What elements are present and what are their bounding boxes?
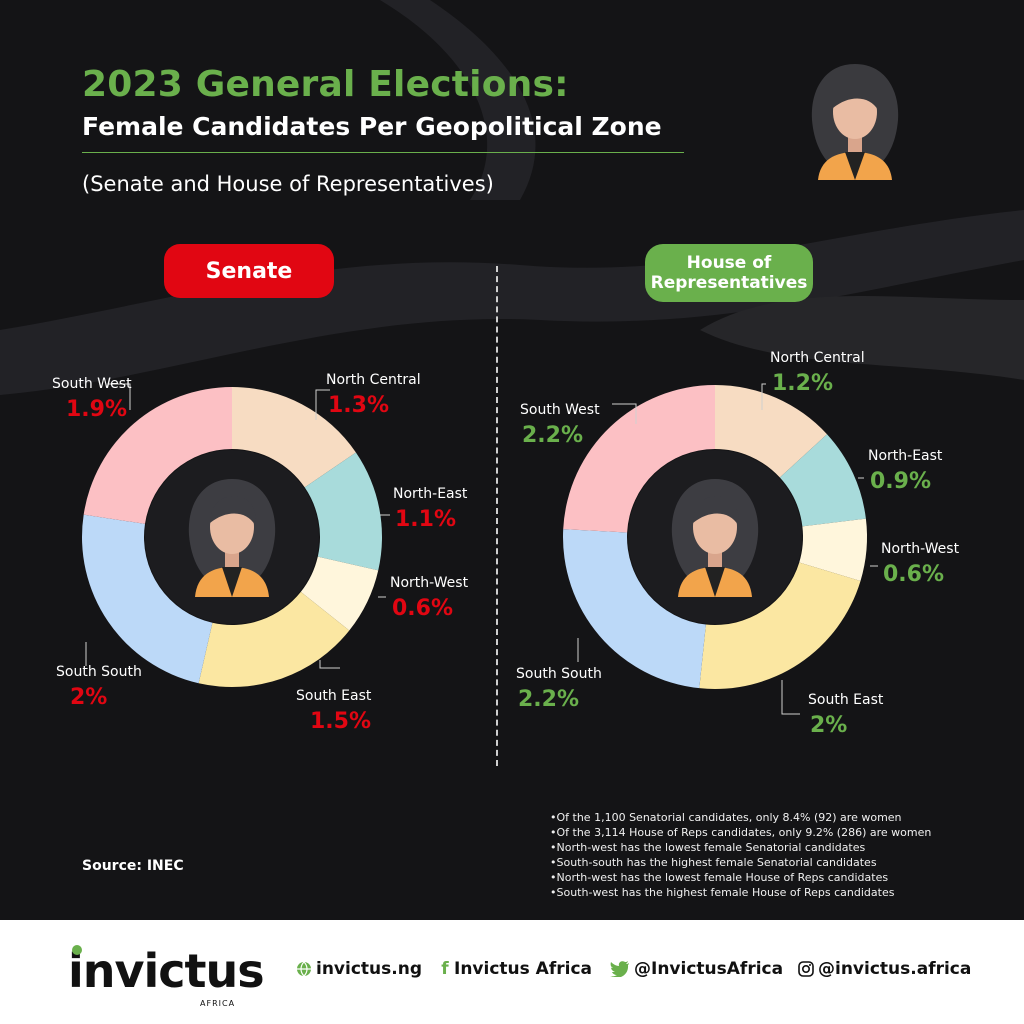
category-label-south-west: South West [52, 376, 132, 392]
value-label-north-central: 1.2% [772, 371, 833, 396]
category-label-south-west: South West [520, 402, 600, 418]
notes-list: Of the 1,100 Senatorial candidates, only… [550, 810, 932, 900]
note-item: South-west has the highest female House … [550, 885, 931, 900]
segment-south-west [83, 387, 232, 524]
category-label-south-south: South South [516, 666, 602, 682]
segment-south-south [81, 514, 213, 684]
category-label-south-east: South East [808, 692, 884, 708]
value-label-south-south: 2.2% [518, 687, 579, 712]
source-label: Source: INEC [82, 858, 184, 874]
website-text: invictus.ng [316, 959, 422, 979]
segment-north-east [304, 452, 382, 571]
value-label-south-west: 2.2% [522, 423, 583, 448]
instagram-text: @invictus.africa [818, 959, 972, 979]
invictus-logo[interactable]: invictus [68, 944, 265, 998]
leader-line-north-central [315, 389, 330, 420]
facebook-icon: f [441, 959, 449, 979]
website-link[interactable]: invictus.ng [296, 959, 422, 979]
leader-line-south-west [612, 403, 637, 424]
chart-note: (Senate and House of Representatives) [82, 172, 494, 196]
category-label-north-east: North-East [393, 486, 468, 502]
note-item: South-south has the highest female Senat… [550, 855, 931, 870]
category-label-north-west: North-West [390, 575, 469, 591]
leader-line-south-west [108, 383, 131, 410]
leader-line-south-east [319, 660, 340, 669]
logo-text: invictus [68, 944, 265, 998]
category-label-north-east: North-East [868, 448, 943, 464]
segment-south-south [562, 529, 706, 689]
value-label-north-east: 1.1% [395, 507, 456, 532]
value-label-north-central: 1.3% [328, 393, 389, 418]
category-label-south-south: South South [56, 664, 142, 680]
segment-north-west [300, 556, 379, 631]
facebook-text: Invictus Africa [454, 959, 592, 979]
twitter-text: @InvictusAfrica [634, 959, 784, 979]
title: 2023 General Elections: [82, 64, 569, 105]
infographic-canvas: 2023 General Elections: Female Candidate… [0, 0, 1024, 920]
leader-line-south-east [781, 680, 800, 715]
woman-avatar-icon [671, 479, 759, 597]
twitter-icon [610, 961, 630, 977]
value-label-south-east: 2% [810, 713, 847, 738]
segment-north-central [715, 385, 828, 478]
facebook-link[interactable]: f Invictus Africa [440, 959, 592, 979]
value-label-south-west: 1.9% [66, 397, 127, 422]
value-label-north-west: 0.6% [392, 596, 453, 621]
segment-south-east [699, 562, 861, 689]
category-label-north-central: North Central [770, 350, 865, 366]
note-item: Of the 1,100 Senatorial candidates, only… [550, 810, 931, 825]
value-label-south-south: 2% [70, 685, 107, 710]
value-label-south-east: 1.5% [310, 709, 371, 734]
instagram-icon [798, 961, 814, 977]
value-label-north-west: 0.6% [883, 562, 944, 587]
segment-north-east [779, 434, 866, 527]
chart-divider [496, 266, 498, 766]
logo-dot [72, 945, 82, 955]
note-item: Of the 3,114 House of Reps candidates, o… [550, 825, 932, 840]
segment-north-central [232, 387, 356, 488]
logo-subtitle: AFRICA [200, 999, 236, 1008]
footer: invictus AFRICA invictus.ng f Invictus A… [0, 920, 1024, 1024]
segment-south-west [563, 385, 715, 533]
woman-avatar-icon [811, 64, 899, 180]
instagram-link[interactable]: @invictus.africa [798, 959, 971, 979]
senate-donut-chart: North Central 1.3% North-East 1.1% North-Wes… [52, 372, 469, 734]
title-divider [82, 152, 684, 153]
globe-icon [296, 961, 312, 977]
woman-avatar-icon [188, 479, 276, 597]
house-label: House of Representatives [645, 244, 813, 302]
segment-north-west [799, 518, 868, 581]
category-label-north-central: North Central [326, 372, 421, 388]
twitter-link[interactable]: @InvictusAfrica [610, 959, 783, 979]
category-label-north-west: North-West [881, 541, 960, 557]
note-item: North-west has the lowest female Senator… [550, 840, 931, 855]
segment-south-east [198, 591, 350, 688]
category-label-south-east: South East [296, 688, 372, 704]
house-donut-chart: North Central 1.2% North-East 0.9% North-Wes… [516, 350, 960, 738]
senate-label: Senate [164, 244, 334, 298]
note-item: North-west has the lowest female House o… [550, 870, 931, 885]
value-label-north-east: 0.9% [870, 469, 931, 494]
leader-line-north-central [761, 383, 766, 410]
subtitle: Female Candidates Per Geopolitical Zone [82, 112, 662, 141]
